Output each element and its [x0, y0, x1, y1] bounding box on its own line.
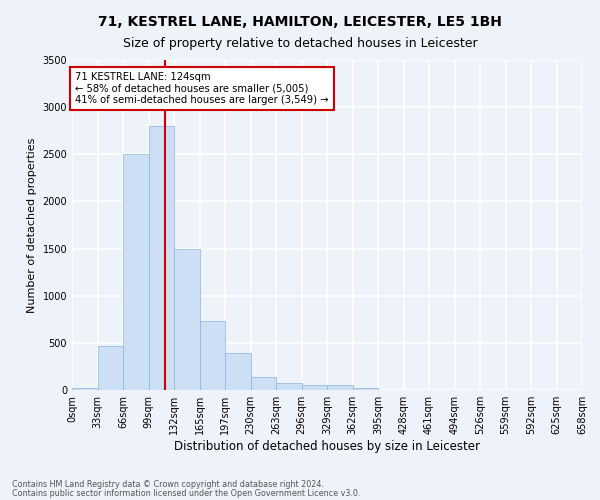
Bar: [353, 388, 378, 390]
Text: Size of property relative to detached houses in Leicester: Size of property relative to detached ho…: [122, 38, 478, 51]
Bar: [327, 386, 353, 390]
X-axis label: Distribution of detached houses by size in Leicester: Distribution of detached houses by size …: [174, 440, 480, 453]
Bar: [174, 248, 199, 390]
Bar: [72, 388, 97, 390]
Y-axis label: Number of detached properties: Number of detached properties: [27, 138, 37, 312]
Text: Contains public sector information licensed under the Open Government Licence v3: Contains public sector information licen…: [12, 488, 361, 498]
Text: 71 KESTREL LANE: 124sqm
← 58% of detached houses are smaller (5,005)
41% of semi: 71 KESTREL LANE: 124sqm ← 58% of detache…: [75, 72, 329, 106]
Text: Contains HM Land Registry data © Crown copyright and database right 2024.: Contains HM Land Registry data © Crown c…: [12, 480, 324, 489]
Bar: [123, 154, 149, 390]
Bar: [97, 346, 123, 390]
Bar: [199, 321, 225, 390]
Bar: [302, 386, 327, 390]
Text: 71, KESTREL LANE, HAMILTON, LEICESTER, LE5 1BH: 71, KESTREL LANE, HAMILTON, LEICESTER, L…: [98, 15, 502, 29]
Bar: [276, 384, 302, 390]
Bar: [251, 377, 276, 390]
Bar: [225, 353, 251, 390]
Bar: [149, 126, 174, 390]
